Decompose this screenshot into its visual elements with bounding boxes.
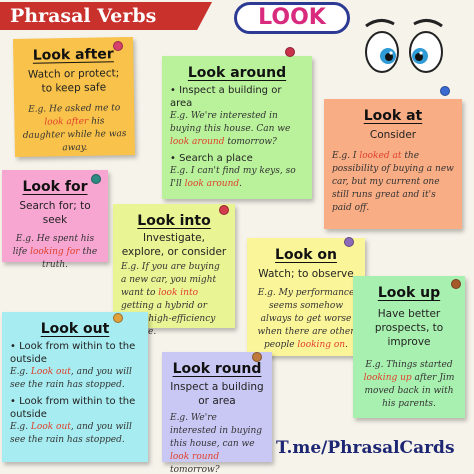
push-pin-icon [219, 205, 229, 215]
note-title: Look around [187, 65, 287, 81]
push-pin-icon [252, 352, 262, 362]
look-badge: LOOK [234, 2, 350, 34]
note-look-round: Look round Inspect a building or area E.… [162, 352, 272, 474]
push-pin-icon [113, 41, 123, 51]
note-example: E.g. We're interested in buying this hou… [170, 413, 263, 474]
note-example: E.g. I looked at the possibility of buyi… [332, 151, 454, 213]
channel-link[interactable]: T.me/PhrasalCards [276, 438, 455, 458]
note-example: E.g. Look out, and you will see the rain… [10, 367, 132, 390]
note-example: E.g. Things started looking up after Jim… [363, 360, 455, 409]
note-example: E.g. My performance seems somehow always… [257, 288, 355, 350]
note-sense: Inspect a building or area [170, 84, 304, 110]
note-example: E.g. I can't find my keys, so I'll look … [170, 166, 296, 189]
note-title: Look out [40, 321, 110, 337]
note-definition: Investigate, explore, or consider [121, 232, 227, 258]
note-title: Look into [137, 213, 211, 229]
badge-text: LOOK [258, 5, 326, 30]
note-title: Look at [363, 108, 423, 124]
push-pin-icon [91, 174, 101, 184]
note-example: E.g. He asked me to look after his daugh… [22, 103, 127, 154]
note-look-out: Look out Look from within to the outside… [2, 312, 148, 462]
title-banner: Phrasal Verbs [0, 2, 212, 30]
note-look-on: Look on Watch; to observe E.g. My perfor… [247, 238, 365, 356]
note-definition: Watch; to observe [258, 268, 354, 280]
note-definition: Have better prospects, to improve [374, 308, 444, 348]
note-title: Look after [32, 46, 114, 64]
note-title: Look for [22, 179, 88, 195]
cartoon-eyes-icon [365, 19, 443, 73]
push-pin-icon [113, 313, 123, 323]
note-example: E.g. He spent his life looking for the t… [12, 234, 98, 270]
push-pin-icon [344, 237, 354, 247]
note-sense: Search a place [170, 152, 304, 165]
banner-text: Phrasal Verbs [10, 5, 157, 27]
note-look-around: Look around Inspect a building or area E… [162, 56, 312, 199]
note-look-for: Look for Search for; to seek E.g. He spe… [2, 170, 108, 270]
note-example: E.g. Look out, and you will see the rain… [10, 422, 132, 445]
note-sense: Look from within to the outside [10, 395, 140, 421]
note-look-at: Look at Consider E.g. I looked at the po… [324, 99, 462, 229]
note-definition: Inspect a building or area [170, 381, 264, 407]
push-pin-icon [440, 86, 450, 96]
note-look-after: Look after Watch or protect; to keep saf… [12, 36, 136, 158]
push-pin-icon [451, 279, 461, 289]
note-definition: Watch or protect; to keep safe [27, 67, 120, 95]
note-sense: Look from within to the outside [10, 340, 140, 366]
note-title: Look on [275, 247, 337, 263]
note-look-into: Look into Investigate, explore, or consi… [113, 204, 235, 337]
note-example: E.g. We're interested in buying this hou… [170, 111, 291, 147]
push-pin-icon [285, 47, 295, 57]
note-title: Look round [172, 361, 262, 377]
note-title: Look up [377, 285, 441, 301]
note-definition: Search for; to seek [19, 200, 91, 226]
note-definition: Consider [369, 129, 417, 141]
note-look-up: Look up Have better prospects, to improv… [353, 276, 465, 418]
